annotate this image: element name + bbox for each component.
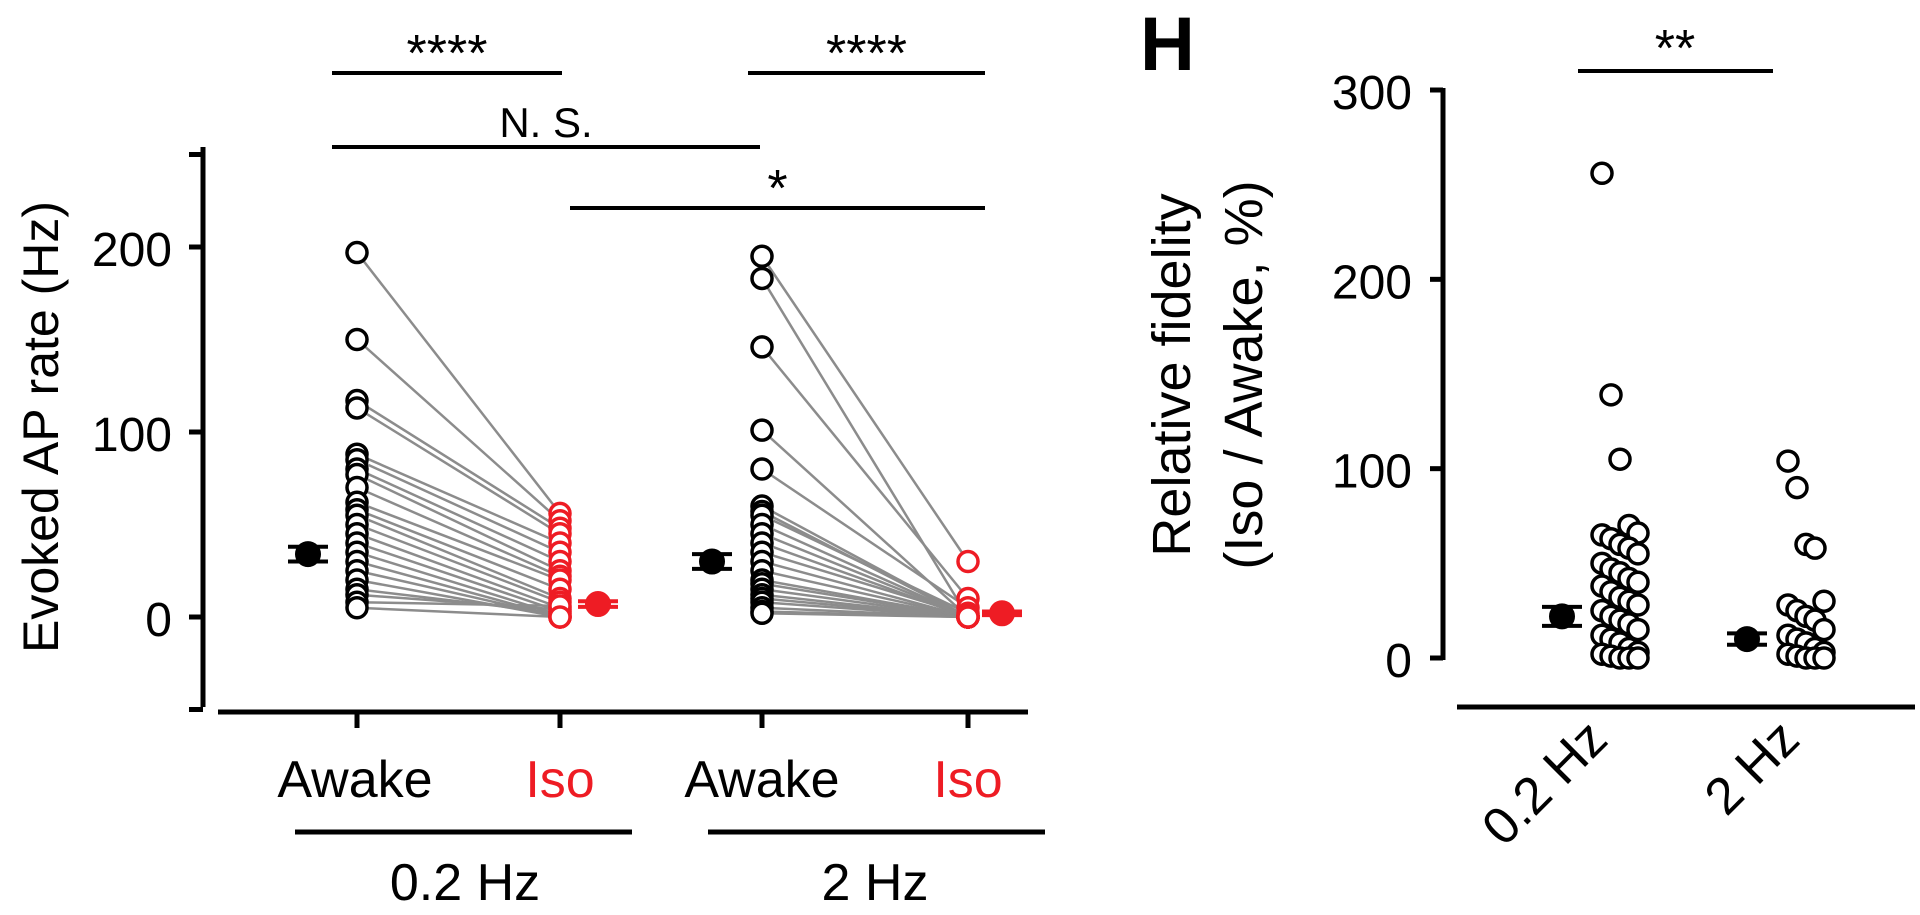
fidelity-point [1626,646,1650,670]
fidelity-point [1626,542,1650,566]
paired-line [761,560,969,619]
awake-point [750,244,774,268]
awake-point [750,418,774,442]
paired-line [356,501,561,582]
left-ytick-label: 200 [92,224,172,277]
fidelity-point [1776,449,1800,473]
awake-point [345,596,369,620]
paired-line [356,578,561,619]
paired-line [761,551,969,617]
paired-line [761,523,969,619]
fidelity-point [1608,447,1632,471]
awake-point [750,601,774,626]
iso-point [956,549,980,574]
significance-label: **** [407,25,488,83]
paired-line [356,458,561,554]
paired-line [761,467,969,609]
xtick-label-iso-2: Iso [933,751,1002,809]
awake-point [345,240,369,265]
significance-label: **** [826,25,907,83]
iso-mean-point [585,591,611,618]
right-y-axis-title-line2: (Iso / Awake, %) [1214,180,1274,569]
right-ytick-label: 100 [1332,446,1412,499]
paired-line [356,514,561,600]
paired-line [761,532,969,619]
significance-label: * [767,160,787,218]
awake-point [345,396,369,420]
fidelity-point [1590,161,1614,186]
paired-line [356,486,561,578]
paired-line [356,467,561,563]
fidelity-mean-point [1734,626,1760,653]
awake-point [750,266,774,291]
iso-mean-point [989,600,1015,627]
fidelity-point [1626,570,1650,595]
paired-line [356,399,561,530]
xtick-label-awake-1: Awake [277,751,432,809]
left-ytick-label: 100 [92,409,172,462]
left-significance: **** ****N. S.* [332,25,985,218]
right-means [1542,603,1767,653]
fidelity-point [1785,475,1809,500]
right-xtick-label-0p2hz: 0.2 Hz [1471,709,1618,856]
fidelity-point [1626,593,1650,617]
left-points [345,240,980,629]
right-ticks: 0 100 200 300 [1332,67,1443,688]
paired-line [356,473,561,572]
paired-line [356,406,561,535]
right-axes [1440,88,1915,710]
paired-line [356,251,561,515]
fidelity-point [1812,646,1836,670]
awake-point [750,457,774,481]
paired-line [761,569,969,619]
paired-line [356,532,561,609]
left-ytick-label: 0 [145,594,172,647]
awake-mean-point [699,548,725,575]
right-ytick-label: 0 [1385,635,1412,688]
paired-line [761,514,969,615]
left-paired-lines [356,251,970,619]
fidelity-point [1626,617,1650,642]
panel-label-h: H [1140,2,1195,87]
group-label-2hz: 2 Hz [822,854,929,912]
paired-line [356,338,561,522]
fidelity-point [1812,617,1836,642]
fidelity-point [1599,383,1623,407]
right-ytick-label: 300 [1332,67,1412,120]
xtick-label-awake-2: Awake [684,751,839,809]
right-xtick-label-2hz: 2 Hz [1694,709,1811,826]
fidelity-point [1812,589,1836,613]
left-means [288,541,1022,627]
right-significance: ** [1578,20,1773,78]
iso-point [548,605,572,629]
significance-label: ** [1655,20,1695,78]
paired-line [761,612,969,619]
xtick-label-iso-1: Iso [525,751,594,809]
left-ticks: 0 100 200 [92,152,971,728]
paired-line [761,346,969,600]
paired-line [356,600,561,608]
right-ytick-label: 200 [1332,256,1412,309]
fidelity-point [1803,536,1827,560]
paired-line [760,277,970,618]
right-y-axis-title-line1: Relative fidelity [1142,193,1202,556]
fidelity-mean-point [1549,603,1575,630]
right-points [1590,161,1836,670]
awake-mean-point [295,541,321,568]
paired-line [760,255,970,563]
iso-point [956,605,980,629]
paired-line [356,606,561,619]
paired-line [356,593,561,611]
paired-line [356,541,561,613]
significance-label: N. S. [499,99,592,146]
paired-line [356,523,561,604]
left-y-axis-title: Evoked AP rate (Hz) [13,201,69,653]
paired-line [356,508,561,591]
group-label-0p2hz: 0.2 Hz [390,854,540,912]
left-axes [200,147,1028,715]
awake-point [345,327,369,352]
awake-point [750,335,774,359]
paired-line [356,453,561,545]
